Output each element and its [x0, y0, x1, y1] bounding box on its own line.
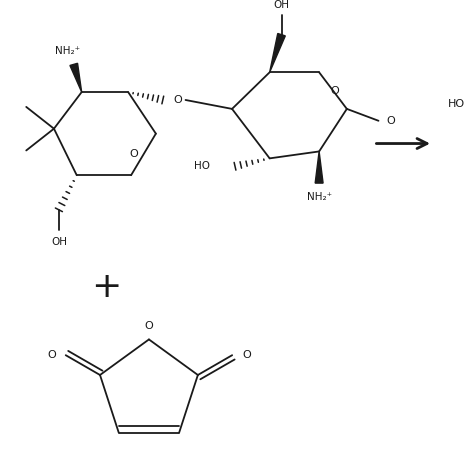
Text: O: O	[386, 116, 395, 126]
Text: O: O	[330, 86, 339, 96]
Text: O: O	[47, 350, 56, 360]
Text: NH₂⁺: NH₂⁺	[55, 46, 81, 55]
Polygon shape	[315, 151, 323, 183]
Text: O: O	[145, 320, 153, 330]
Text: OH: OH	[51, 237, 67, 247]
Text: HO: HO	[448, 99, 465, 109]
Polygon shape	[270, 34, 285, 72]
Text: O: O	[129, 149, 138, 159]
Polygon shape	[70, 64, 82, 92]
Text: O: O	[173, 95, 182, 105]
Text: HO: HO	[194, 161, 210, 171]
Text: O: O	[242, 350, 251, 360]
Text: +: +	[91, 270, 121, 304]
Text: NH₂⁺: NH₂⁺	[307, 192, 332, 202]
Text: OH: OH	[273, 0, 290, 10]
